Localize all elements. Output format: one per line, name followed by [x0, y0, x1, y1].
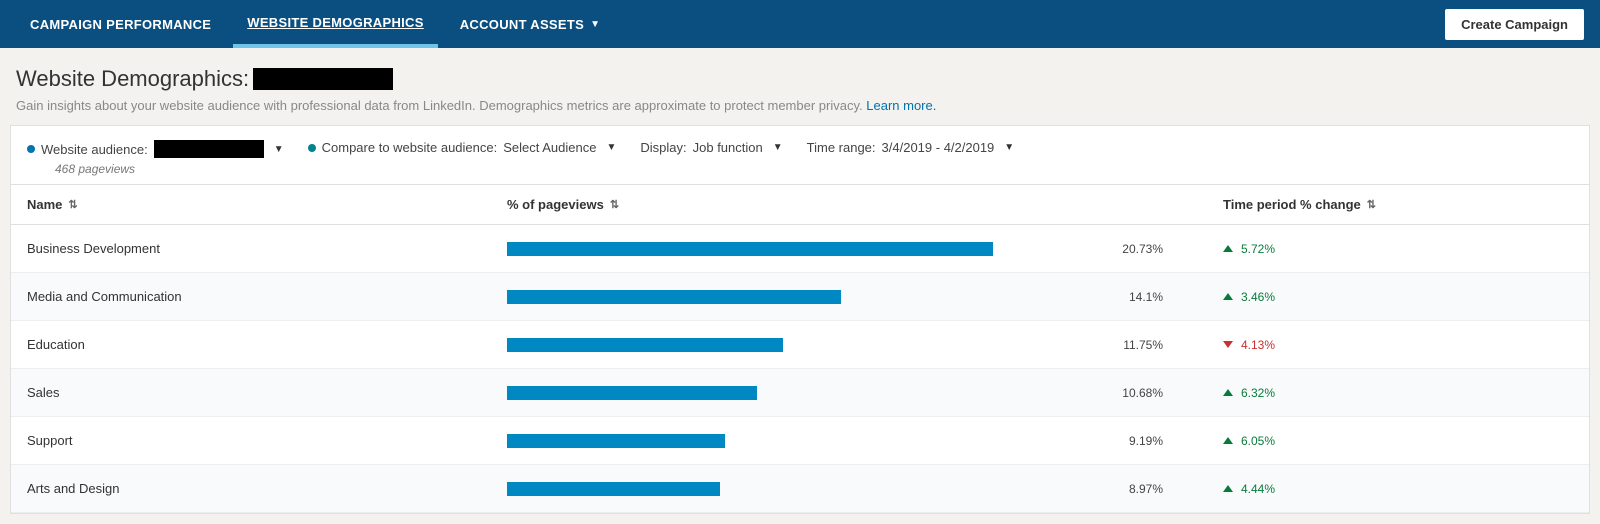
audience-filter-col: Website audience: ▼ 468 pageviews [27, 140, 284, 176]
pageviews-value: 11.75% [1123, 338, 1223, 352]
time-value: 3/4/2019 - 4/2/2019 [882, 140, 995, 155]
redacted-audience-name [154, 140, 264, 158]
page-header: Website Demographics: Gain insights abou… [0, 48, 1600, 125]
row-change: 4.13% [1223, 338, 1573, 352]
pageviews-bar [507, 290, 841, 304]
column-name-header[interactable]: Name ⇅ [27, 197, 507, 212]
filter-bar: Website audience: ▼ 468 pageviews Compar… [11, 126, 1589, 184]
row-name: Education [27, 337, 507, 352]
chevron-down-icon[interactable]: ▼ [606, 142, 616, 153]
pageviews-value: 8.97% [1129, 482, 1223, 496]
row-pageviews: 11.75% [507, 338, 1223, 352]
table-row: Sales 10.68% 6.32% [11, 369, 1589, 417]
change-value: 6.05% [1241, 434, 1275, 448]
compare-filter[interactable]: Compare to website audience: Select Audi… [308, 140, 617, 155]
compare-label: Compare to website audience: [322, 140, 498, 155]
row-change: 6.32% [1223, 386, 1573, 400]
sort-icon[interactable]: ⇅ [610, 198, 619, 211]
pageviews-bar [507, 338, 783, 352]
table-body: Business Development 20.73% 5.72% Media and… [11, 225, 1589, 513]
change-value: 4.13% [1241, 338, 1275, 352]
chevron-down-icon: ▼ [590, 19, 600, 30]
display-value: Job function [693, 140, 763, 155]
change-value: 5.72% [1241, 242, 1275, 256]
arrow-up-icon [1223, 293, 1233, 300]
row-change: 3.46% [1223, 290, 1573, 304]
sort-icon[interactable]: ⇅ [1367, 198, 1376, 211]
col-pageviews-label: % of pageviews [507, 197, 604, 212]
row-change: 5.72% [1223, 242, 1573, 256]
table-row: Support 9.19% 6.05% [11, 417, 1589, 465]
pageviews-bar [507, 434, 725, 448]
table-row: Arts and Design 8.97% 4.44% [11, 465, 1589, 513]
arrow-up-icon [1223, 245, 1233, 252]
nav-tab-website-demographics[interactable]: WEBSITE DEMOGRAPHICS [233, 0, 437, 48]
arrow-up-icon [1223, 437, 1233, 444]
redacted-account-name [253, 68, 393, 90]
table-row: Media and Communication 14.1% 3.46% [11, 273, 1589, 321]
demographics-panel: Website audience: ▼ 468 pageviews Compar… [10, 125, 1590, 514]
change-value: 3.46% [1241, 290, 1275, 304]
subtitle-text: Gain insights about your website audienc… [16, 98, 863, 113]
page-subtitle: Gain insights about your website audienc… [16, 98, 1584, 113]
column-change-header[interactable]: Time period % change ⇅ [1223, 197, 1573, 212]
pageviews-value: 9.19% [1129, 434, 1223, 448]
page-title-prefix: Website Demographics: [16, 66, 249, 92]
time-label: Time range: [807, 140, 876, 155]
compare-value: Select Audience [503, 140, 596, 155]
create-campaign-button[interactable]: Create Campaign [1445, 9, 1584, 40]
row-change: 4.44% [1223, 482, 1573, 496]
row-pageviews: 14.1% [507, 290, 1223, 304]
nav-tab-account-assets[interactable]: ACCOUNT ASSETS▼ [446, 0, 615, 48]
arrow-up-icon [1223, 485, 1233, 492]
arrow-up-icon [1223, 389, 1233, 396]
arrow-down-icon [1223, 341, 1233, 348]
row-name: Media and Communication [27, 289, 507, 304]
page-title: Website Demographics: [16, 66, 1584, 92]
table-row: Business Development 20.73% 5.72% [11, 225, 1589, 273]
row-name: Sales [27, 385, 507, 400]
pageviews-bar [507, 386, 757, 400]
sort-icon[interactable]: ⇅ [68, 198, 77, 211]
learn-more-link[interactable]: Learn more. [866, 98, 936, 113]
table-header: Name ⇅ % of pageviews ⇅ Time period % ch… [11, 184, 1589, 225]
top-nav: CAMPAIGN PERFORMANCEWEBSITE DEMOGRAPHICS… [0, 0, 1600, 48]
change-value: 6.32% [1241, 386, 1275, 400]
nav-tab-campaign-performance[interactable]: CAMPAIGN PERFORMANCE [16, 0, 225, 48]
table-row: Education 11.75% 4.13% [11, 321, 1589, 369]
col-name-label: Name [27, 197, 62, 212]
display-label: Display: [640, 140, 686, 155]
chevron-down-icon[interactable]: ▼ [274, 144, 284, 155]
audience-label: Website audience: [41, 142, 148, 157]
row-pageviews: 9.19% [507, 434, 1223, 448]
chevron-down-icon[interactable]: ▼ [1004, 142, 1014, 153]
audience-dot-icon [27, 145, 35, 153]
chevron-down-icon[interactable]: ▼ [773, 142, 783, 153]
pageviews-count: 468 pageviews [55, 162, 284, 176]
time-range-filter[interactable]: Time range: 3/4/2019 - 4/2/2019 ▼ [807, 140, 1015, 155]
compare-dot-icon [308, 144, 316, 152]
pageviews-value: 10.68% [1122, 386, 1223, 400]
row-name: Business Development [27, 241, 507, 256]
row-pageviews: 10.68% [507, 386, 1223, 400]
nav-tabs: CAMPAIGN PERFORMANCEWEBSITE DEMOGRAPHICS… [16, 0, 614, 48]
pageviews-bar [507, 482, 720, 496]
display-filter[interactable]: Display: Job function ▼ [640, 140, 782, 155]
row-name: Support [27, 433, 507, 448]
change-value: 4.44% [1241, 482, 1275, 496]
col-change-label: Time period % change [1223, 197, 1361, 212]
column-pageviews-header[interactable]: % of pageviews ⇅ [507, 197, 1223, 212]
row-name: Arts and Design [27, 481, 507, 496]
pageviews-value: 20.73% [1122, 242, 1223, 256]
audience-filter[interactable]: Website audience: ▼ [27, 140, 284, 158]
pageviews-bar [507, 242, 993, 256]
row-change: 6.05% [1223, 434, 1573, 448]
row-pageviews: 8.97% [507, 482, 1223, 496]
row-pageviews: 20.73% [507, 242, 1223, 256]
pageviews-value: 14.1% [1129, 290, 1223, 304]
